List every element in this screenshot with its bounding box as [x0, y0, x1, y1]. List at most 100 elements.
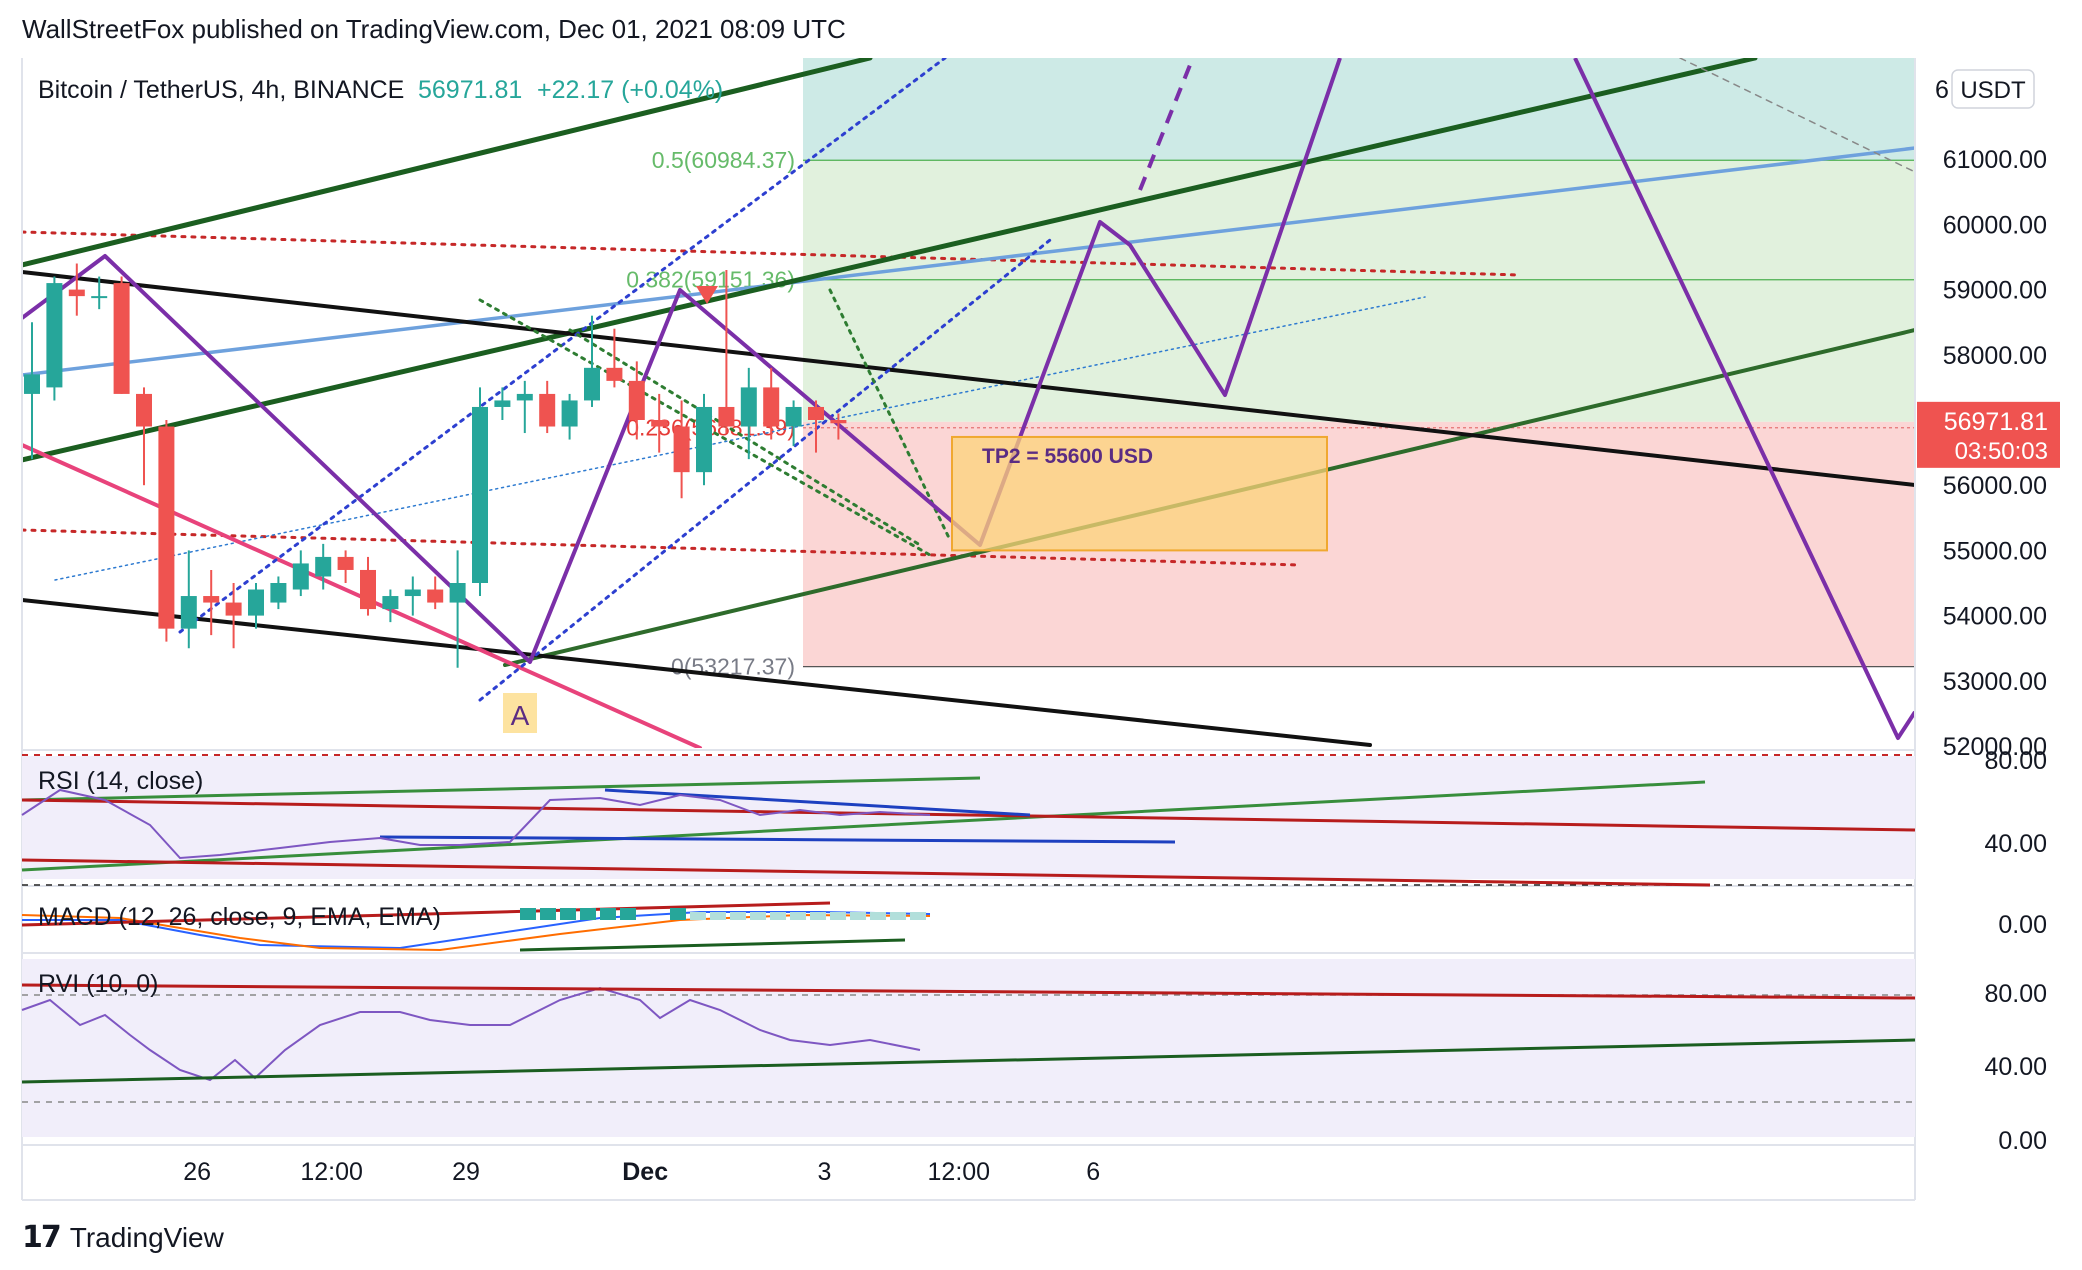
candle-body	[203, 596, 220, 603]
candle-body	[673, 426, 690, 473]
last-price-tag	[1917, 401, 2060, 468]
candle-body	[158, 426, 175, 629]
candle-body	[248, 589, 264, 616]
tradingview-brand[interactable]: 17 TradingView	[22, 1220, 224, 1255]
indicator-axis-tick: 80.00	[1984, 980, 2047, 1008]
indicator-axis-tick: 0.00	[1998, 911, 2047, 939]
candle-body	[830, 420, 847, 424]
macd-histogram-bar	[730, 912, 746, 920]
macd-histogram-bar	[810, 912, 826, 920]
macd-histogram-bar	[910, 912, 926, 920]
candle-body	[315, 556, 332, 577]
rsi-trend-blue	[379, 835, 1176, 844]
rsi-trend-green-long	[21, 780, 1706, 872]
indicator-title: RVI (10, 0)	[38, 970, 158, 998]
symbol-change: +22.17 (+0.04%)	[537, 76, 723, 104]
black-trend-upper	[22, 270, 1915, 487]
symbol-title: Bitcoin / TetherUS, 4h, BINANCE	[38, 76, 404, 104]
macd-histogram-bar	[770, 912, 786, 920]
candle-body	[46, 283, 63, 388]
x-axis-tick: 3	[817, 1158, 831, 1186]
candle-body	[337, 556, 354, 570]
macd-histogram-bar	[600, 908, 616, 920]
candle-body	[472, 406, 488, 583]
currency-button-label: USDT	[1960, 77, 2026, 104]
purple-projection-down	[1573, 58, 1915, 740]
fib-zone-top	[803, 58, 1915, 161]
macd-histogram-bar	[620, 908, 636, 920]
brand-name: TradingView	[69, 1221, 224, 1253]
green-dotted-line	[568, 328, 922, 547]
fib-zone-mid	[803, 160, 1915, 422]
candle-body	[651, 420, 668, 427]
target-box	[951, 435, 1328, 552]
sell-marker-icon	[696, 286, 718, 304]
macd-histogram-bar	[830, 912, 846, 920]
y-axis-tick: 56000.00	[1943, 472, 2047, 500]
macd-histogram-bar	[580, 908, 596, 920]
macd-histogram-bar	[750, 912, 766, 920]
y-axis-tick: 55000.00	[1943, 537, 2047, 565]
candle-body	[763, 387, 780, 427]
macd-histogram-bar	[540, 908, 556, 920]
indicator-axis-tick: 40.00	[1984, 830, 2047, 858]
candle-body	[360, 569, 376, 610]
symbol-last-price: 56971.81	[418, 76, 522, 104]
macd-histogram-bar	[850, 912, 866, 920]
rsi-trend-red-low	[21, 858, 1711, 887]
pattern-label: A	[511, 700, 530, 731]
candle-body	[584, 367, 600, 401]
candle-body	[539, 393, 556, 427]
macd-histogram-bar	[520, 908, 536, 920]
green-channel-upper	[22, 58, 873, 268]
candle-body	[516, 393, 533, 401]
indicator-axis-tick: 40.00	[1984, 1053, 2047, 1081]
green-dotted-line	[828, 288, 952, 542]
publisher-line: WallStreetFox published on TradingView.c…	[22, 14, 846, 44]
candle-body	[808, 406, 824, 420]
rsi-trend-red	[21, 798, 1916, 832]
pattern-label-box	[503, 693, 537, 733]
candle-body	[606, 367, 623, 381]
macd-histogram-bar	[870, 912, 886, 920]
macd-histogram-bar	[670, 908, 686, 920]
tradingview-logo-icon: 17	[22, 1220, 62, 1255]
rsi-line	[21, 788, 931, 860]
candle-body	[494, 400, 511, 407]
thin-blue-dotted-line	[54, 296, 1426, 581]
candle-body	[270, 583, 287, 603]
blue-trend-line	[22, 146, 1915, 377]
target-box-label: TP2 = 55600 USD	[982, 445, 1153, 468]
candle-body	[785, 406, 802, 427]
green-dotted-line	[478, 298, 932, 557]
candle-body	[382, 596, 399, 610]
last-price-value: 56971.81	[1944, 408, 2048, 436]
macd-trend-green	[519, 938, 906, 952]
y-axis-tick: 52000.00	[1943, 733, 2047, 761]
rvi-trend-red	[21, 983, 1916, 1000]
y-axis-tick: 58000.00	[1943, 342, 2047, 370]
candle-body	[225, 602, 242, 616]
indicator-axis-tick: 80.00	[1984, 747, 2047, 775]
candle-body	[427, 589, 444, 603]
rsi-trend-green	[21, 776, 981, 802]
candle-body	[404, 589, 421, 597]
rvi-trend-green	[21, 1038, 1916, 1084]
y-axis-tick-partial: 6	[1935, 76, 1949, 104]
x-axis-tick: Dec	[622, 1158, 668, 1186]
candle-body	[696, 406, 712, 473]
x-axis-tick: 26	[183, 1158, 211, 1186]
y-axis-tick: 60000.00	[1943, 211, 2047, 239]
indicator-title: MACD (12, 26, close, 9, EMA, EMA)	[38, 903, 441, 931]
candle-body	[24, 374, 40, 394]
candle-body	[136, 393, 152, 427]
macd-histogram-bar	[710, 912, 726, 920]
candle-body	[628, 380, 645, 420]
dotted-support-line	[22, 528, 1302, 567]
candle-body	[180, 596, 197, 629]
x-axis-tick: 6	[1086, 1158, 1100, 1186]
x-axis-tick: 12:00	[928, 1158, 991, 1186]
currency-button[interactable]	[1951, 69, 2035, 109]
y-axis-tick: 53000.00	[1943, 668, 2047, 696]
